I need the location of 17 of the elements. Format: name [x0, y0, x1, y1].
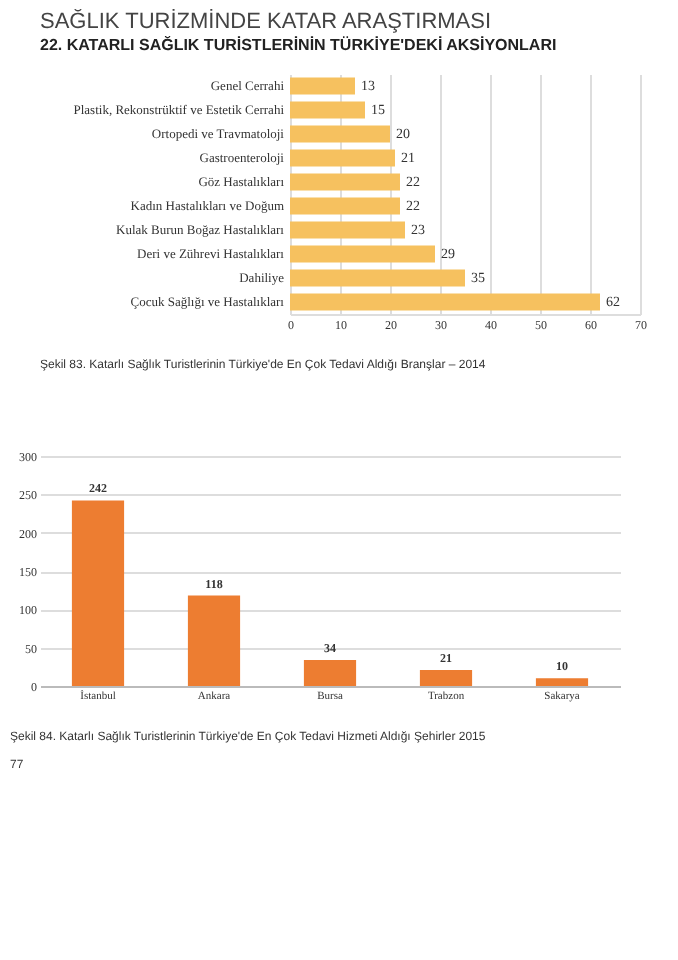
- bar: [303, 659, 357, 686]
- bar: [290, 173, 400, 191]
- bar: [290, 101, 365, 119]
- bar: [290, 293, 600, 311]
- bar: [290, 269, 465, 287]
- bar: [290, 245, 435, 263]
- bar: [535, 678, 589, 686]
- bar: [290, 149, 395, 167]
- bar: [419, 669, 473, 686]
- bar: [187, 595, 241, 686]
- bar: [290, 221, 405, 239]
- chart-title: SAĞLIK TURİZMİNDE KATAR ARAŞTIRMASI: [40, 8, 492, 34]
- chart-subtitle: 22. KATARLI SAĞLIK TURİSTLERİNİN TÜRKİYE'DEKİ AKSİYONLARI: [40, 34, 557, 54]
- bar: [290, 125, 390, 143]
- bar: [290, 197, 400, 215]
- bar: [290, 77, 355, 95]
- bar: [71, 500, 125, 686]
